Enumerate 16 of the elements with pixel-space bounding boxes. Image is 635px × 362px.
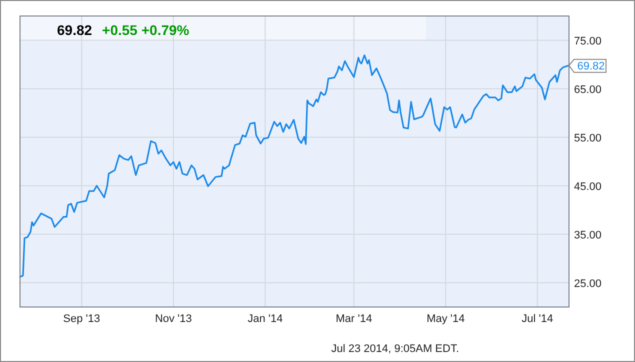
chart-title: 69.82 [57, 22, 92, 38]
chart-subtitle: +0.55 +0.79% [102, 22, 190, 38]
x-tick-label: Sep '13 [63, 313, 100, 325]
y-tick-label: 75.00 [574, 35, 602, 48]
y-tick-label: 25.00 [574, 278, 602, 290]
x-tick-label: Jul '14 [522, 313, 554, 325]
x-tick-label: Mar '14 [336, 313, 372, 325]
y-tick-label: 45.00 [574, 180, 602, 193]
y-tick-label: 35.00 [574, 229, 602, 242]
x-tick-label: May '14 [426, 313, 465, 325]
annotation: 69.82 [577, 60, 605, 72]
y-tick-label: 65.00 [574, 84, 602, 96]
x-tick-label: Nov '13 [154, 313, 192, 325]
y-tick-label: 55.00 [574, 132, 602, 144]
x-tick-label: Jan '14 [248, 313, 283, 325]
text: Jul 23 2014, 9:05AM EDT. [331, 343, 459, 355]
